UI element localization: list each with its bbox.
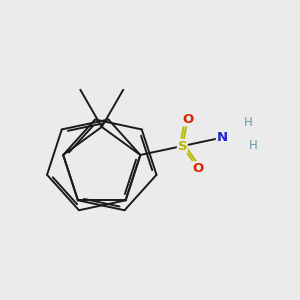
Text: N: N bbox=[216, 131, 227, 144]
Text: O: O bbox=[182, 113, 193, 126]
Text: O: O bbox=[192, 162, 204, 175]
Text: H: H bbox=[249, 139, 257, 152]
Text: S: S bbox=[178, 140, 187, 152]
Text: H: H bbox=[244, 116, 252, 129]
